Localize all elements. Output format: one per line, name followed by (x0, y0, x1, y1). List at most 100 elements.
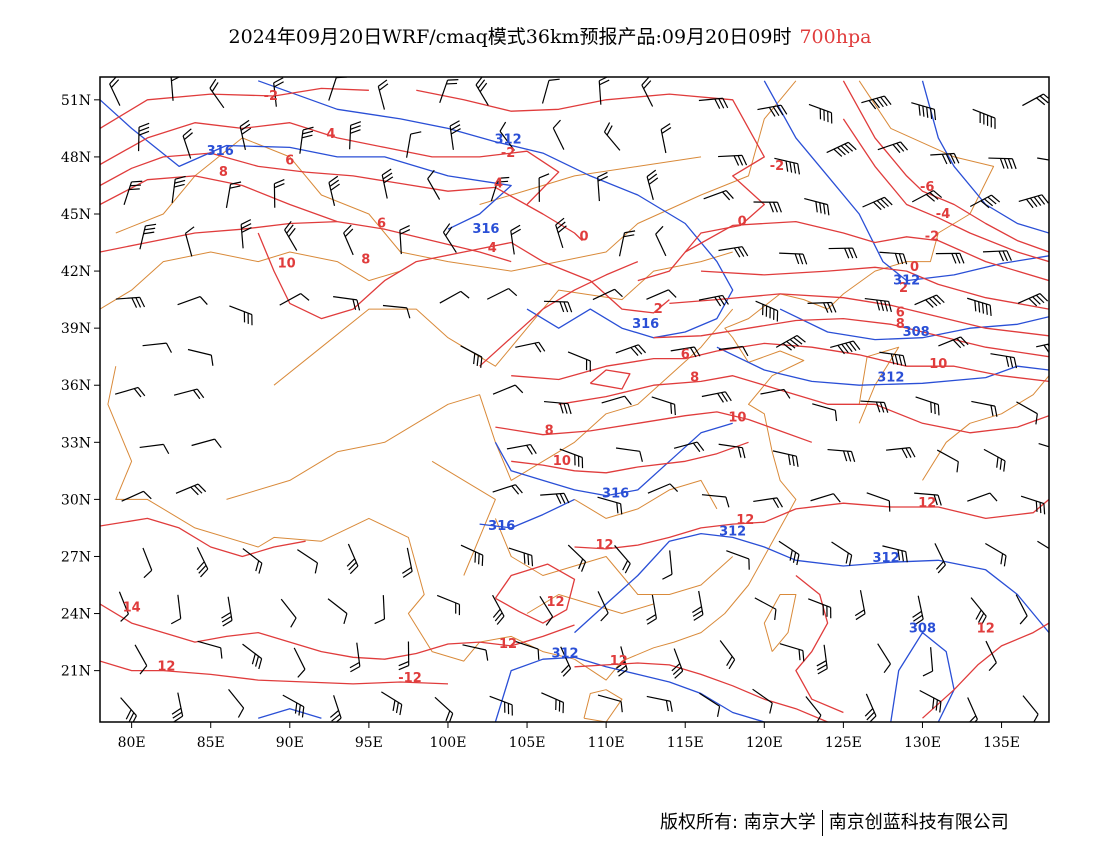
wind-barb (615, 447, 643, 462)
wind-barb (807, 301, 837, 313)
wind-barb (919, 689, 942, 713)
wind-barb (120, 697, 137, 722)
lat-tick-label: 27N (61, 549, 91, 565)
wind-barb (718, 246, 749, 258)
wind-barb (673, 441, 705, 453)
wind-barb (492, 384, 524, 395)
wind-barb (1020, 495, 1046, 515)
temperature-contour (511, 441, 749, 474)
wind-barb (228, 689, 245, 718)
temperature-label: 12 (918, 496, 936, 511)
temperature-contour (795, 574, 844, 714)
longitude-axis: 80E 85E 90E 95E 100E 105E 110E 115E 120E 125E 130E… (118, 722, 1020, 751)
wind-barb (1037, 540, 1049, 561)
wind-barb (567, 351, 591, 372)
wind-barb (779, 643, 805, 662)
temperature-contour (100, 152, 583, 242)
wind-barb (726, 550, 750, 570)
wind-barb (460, 544, 484, 566)
wind-barb (139, 443, 170, 455)
wind-barb (555, 217, 567, 249)
temperature-contour (922, 622, 1049, 719)
wind-barb (753, 201, 782, 213)
lat-tick-label: 36N (61, 378, 91, 394)
wind-barb (427, 169, 441, 200)
wind-barb (123, 180, 143, 205)
temperature-contour (700, 266, 1049, 310)
wind-barb (816, 644, 828, 675)
temperature-label: 10 (728, 410, 746, 425)
wind-barb (831, 541, 853, 566)
wind-barb (718, 443, 746, 459)
wind-barb (346, 543, 359, 575)
wind-barb (616, 646, 628, 677)
temperature-contour (669, 293, 1049, 337)
height-contour (100, 99, 512, 230)
temperature-label: -4 (936, 207, 950, 222)
temperature-contour (257, 232, 670, 320)
boundary-line (273, 251, 733, 386)
wind-barb (541, 78, 560, 104)
wind-barb (142, 342, 173, 353)
lon-tick-label: 105E (509, 735, 546, 751)
map-layers: -2486-246810400-2-6-4-202681026810810121… (100, 77, 1049, 722)
title-text: 2024年09月20日WRF/cmaq模式36km预报产品:09月20日09时 (228, 26, 792, 48)
temperature-contour (589, 369, 631, 390)
latitude-axis: 51N 48N 45N 42N 39N 36N 33N 30N 27N 24N 21N (61, 93, 100, 680)
temperature-contour (558, 375, 1049, 434)
wind-barb (922, 647, 934, 677)
wind-barb (343, 224, 354, 256)
wind-barb (499, 121, 515, 151)
wind-barb (328, 175, 340, 206)
wind-barb (752, 688, 773, 714)
wind-barb (603, 122, 621, 151)
height-contour (779, 308, 1049, 341)
wind-barb (970, 194, 1001, 209)
wind-barb (877, 643, 891, 674)
wind-barb (861, 95, 892, 110)
wind-barb (333, 296, 361, 311)
wind-barb (912, 595, 924, 626)
temperature-contours (100, 80, 1049, 722)
wind-barb (382, 304, 411, 319)
wind-barb (552, 119, 565, 150)
wind-barb (1018, 194, 1049, 209)
copyright-right: 南京创蓝科技有限公司 (828, 812, 1009, 833)
wind-barb (660, 123, 672, 154)
wind-barb (754, 597, 777, 621)
temperature-contour (100, 175, 512, 263)
wind-barb (377, 79, 389, 110)
height-label: 312 (877, 370, 904, 385)
wind-barb (239, 119, 252, 151)
wind-barb (718, 154, 748, 166)
wind-barb (779, 252, 808, 265)
wind-barb (967, 697, 978, 722)
wind-barb (559, 448, 584, 469)
wind-barb (399, 224, 411, 255)
wind-barb (592, 288, 623, 301)
lat-tick-label: 30N (61, 492, 91, 508)
wind-barb (406, 131, 422, 158)
wind-barb (866, 492, 891, 512)
wind-barb (967, 492, 998, 502)
wind-barb (273, 179, 285, 208)
wind-barb (936, 449, 959, 473)
wind-barb (327, 598, 348, 625)
temperature-label: 6 (681, 348, 690, 363)
wind-barb (651, 396, 676, 416)
temperature-label: -2 (770, 159, 784, 174)
height-contour (494, 422, 733, 497)
wind-barb (615, 344, 647, 356)
wind-barb (641, 77, 654, 107)
wind-barb (115, 296, 146, 308)
height-label: 312 (893, 273, 920, 288)
wind-barb (982, 250, 1012, 262)
wind-barb (701, 494, 730, 508)
wind-barb (1017, 293, 1049, 307)
wind-barb (812, 403, 838, 422)
wind-barb (646, 594, 657, 625)
boundary-line (922, 375, 1049, 481)
wind-barbs (109, 77, 1049, 722)
wind-barb (885, 447, 916, 459)
temperature-contour (100, 517, 306, 558)
